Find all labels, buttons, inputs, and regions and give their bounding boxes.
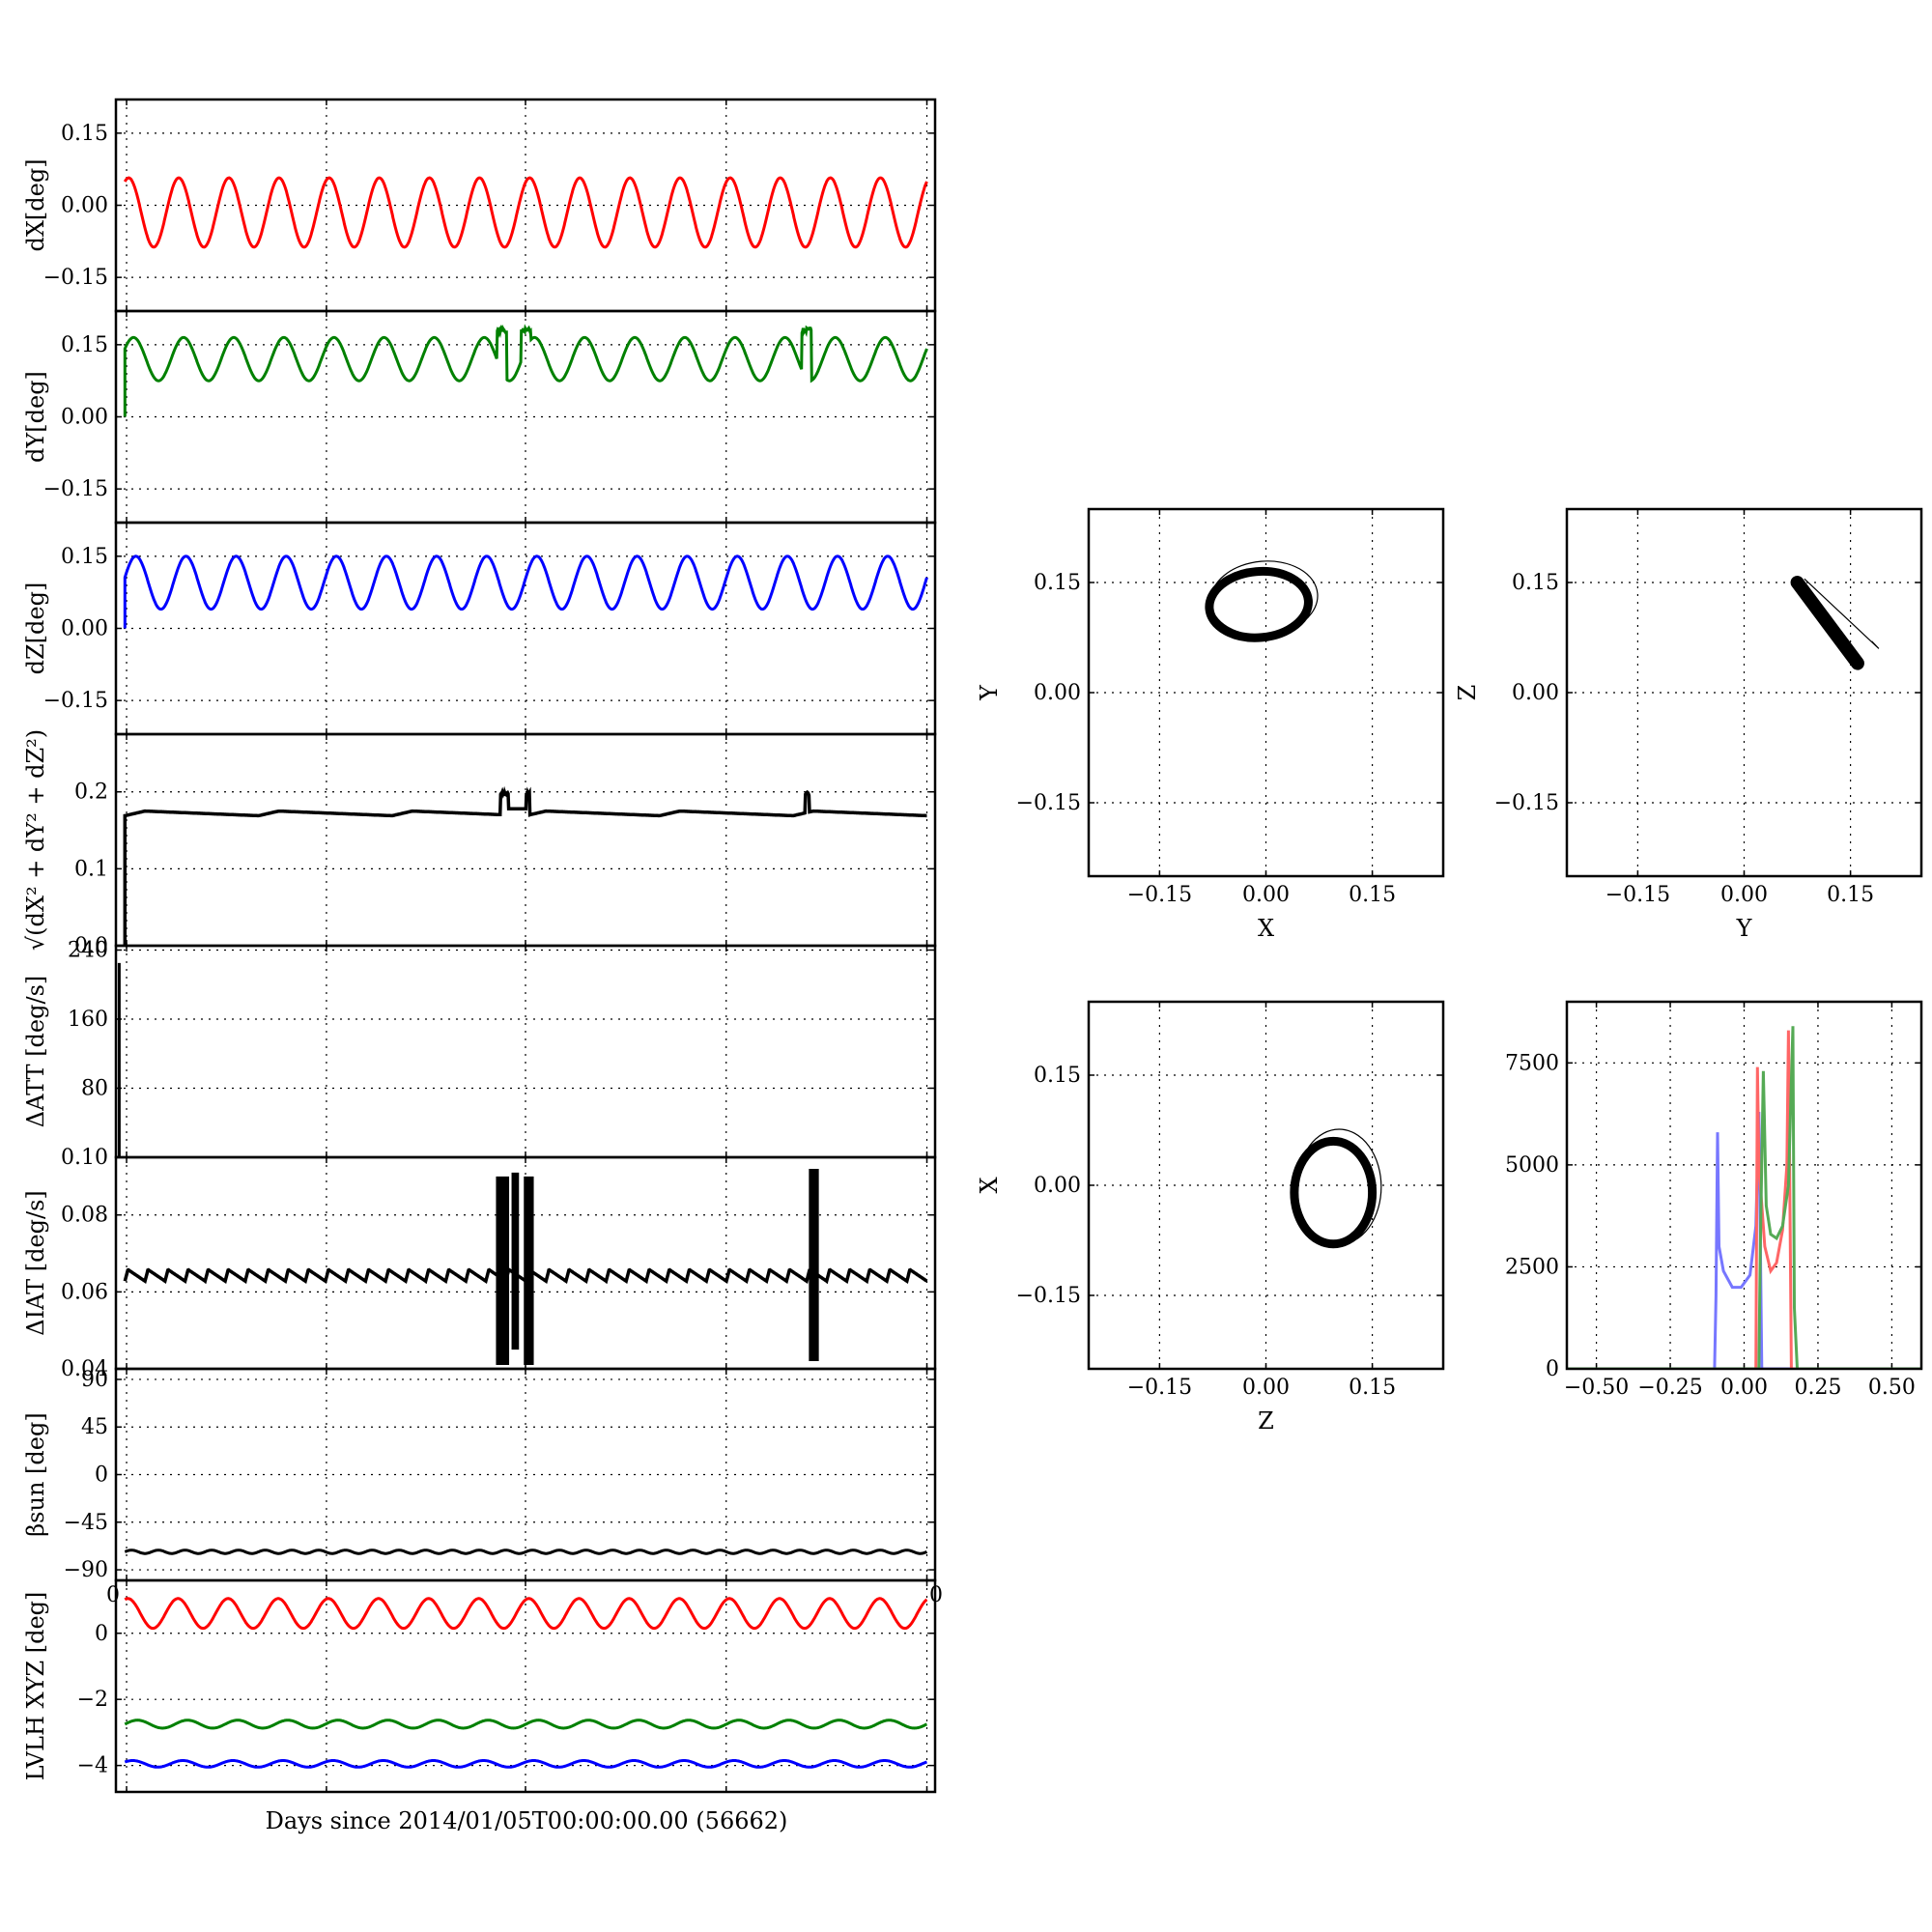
x-tick-label: 0.25 [1794,1376,1841,1400]
x-tick-label: 0.00 [1720,1376,1768,1400]
x-axis-label: Y [1736,915,1753,942]
x-tick-label: 0.15 [1827,883,1874,907]
chart-dZ: −0.15 0.00 0.15 dZ[deg] [22,523,935,734]
trajectory-band [1798,582,1858,664]
y-tick-label: 0.06 [61,1280,108,1304]
series-line [125,1550,926,1554]
y-tick-label: 45 [81,1415,108,1439]
y-tick-label: 0.00 [1512,681,1559,705]
y-tick-label: −90 [64,1558,108,1582]
chart-diat: 0.04 0.06 0.08 ΔIAT [deg/s] [22,1157,935,1381]
y-tick-label: 0.15 [61,545,108,569]
x-axis-label: Z [1258,1407,1274,1435]
chart-hist: 0 2500 5000 7500 −0.50 −0.25 0.00 0.25 0.50 [1505,1002,1921,1400]
x-tick-label: 0 [106,1583,120,1607]
x-tick-label: −0.50 [1564,1376,1629,1400]
y-tick-label: 80 [81,1076,108,1100]
y-tick-label: −0.15 [1494,791,1559,815]
y-axis-label: dX[deg] [22,158,49,251]
x-tick-label: −0.15 [1605,883,1670,907]
x-tick-label: 0.00 [1720,883,1768,907]
x-tick-label: −0.25 [1637,1376,1702,1400]
y-axis-label: √(dX² + dY² + dZ²) [22,729,49,951]
x-tick-label: 0.15 [1349,1376,1396,1400]
y-tick-label: 2500 [1505,1255,1559,1279]
y-tick-label: 160 [68,1008,108,1032]
y-tick-label: 0.15 [61,122,108,146]
y-tick-label: 0.15 [1512,571,1559,595]
x-tick-label: 0.00 [1242,1376,1290,1400]
x-tick-label: −0.15 [1127,1376,1192,1400]
y-tick-label: 0.00 [61,194,108,218]
y-tick-label: 0.00 [61,406,108,430]
series-line [125,327,926,416]
x-tick-label: 0.00 [1242,883,1290,907]
y-axis-label: Y [976,684,1003,701]
y-axis-label: X [976,1177,1003,1193]
y-tick-label: −4 [77,1754,108,1778]
y-axis-label: Z [1454,685,1481,701]
y-tick-label: 0.00 [61,617,108,641]
y-tick-label: 0.15 [61,333,108,357]
y-tick-label: −45 [64,1511,108,1535]
y-axis-label: ΔIAT [deg/s] [22,1190,49,1336]
trajectory-loop [1207,567,1311,641]
y-tick-label: 0.00 [1034,681,1081,705]
chart-dY: −0.15 0.00 0.15 dY[deg] [22,311,935,523]
y-axis-label: ΔATT [deg/s] [22,976,49,1128]
y-tick-label: 0.10 [61,1146,108,1170]
chart-yz: −0.15 0.00 0.15 −0.15 0.00 0.15 Z Y [1454,509,1921,942]
y-tick-label: 0 [1546,1357,1559,1381]
y-tick-label: 0.08 [61,1204,108,1228]
y-axis-label: βsun [deg] [22,1412,49,1536]
series-line [125,1599,926,1629]
y-axis-label: LVLH XYZ [deg] [22,1592,49,1781]
y-tick-label: 0.1 [74,857,108,881]
chart-norm: 0.0 0.1 0.2 √(dX² + dY² + dZ²) [22,729,935,958]
chart-zx: −0.15 0.00 0.15 −0.15 0.00 0.15 X Z [976,1002,1443,1435]
chart-xy: −0.15 0.00 0.15 −0.15 0.00 0.15 Y X [976,509,1443,942]
y-tick-label: 0 [95,1622,108,1646]
x-tick-label: 0.15 [1349,883,1396,907]
series-line [1567,1031,1921,1369]
y-tick-label: 0 [95,1463,108,1488]
shared-xlabel: Days since 2014/01/05T00:00:00.00 (56662… [266,1807,788,1834]
y-tick-label: 7500 [1505,1051,1559,1075]
y-tick-label: 5000 [1505,1153,1559,1178]
y-tick-label: −0.15 [43,266,108,290]
series-line [125,1169,926,1365]
chart-datt: 0.10 80 160 240 ΔATT [deg/s] [22,938,935,1170]
trajectory-loop [1294,1141,1373,1243]
y-tick-label: 0.15 [1034,571,1081,595]
chart-lvlh: −4 −2 0 LVLH XYZ [deg] [22,1580,935,1792]
y-axis-label: dY[deg] [22,371,49,463]
y-tick-label: 0.2 [74,781,108,805]
x-tick-label: −0.15 [1127,883,1192,907]
y-tick-label: 240 [68,938,108,962]
y-tick-label: 0.15 [1034,1064,1081,1088]
y-tick-label: −0.15 [43,689,108,713]
y-tick-label: −0.15 [1016,791,1081,815]
chart-bsun: −90 −45 0 45 90 βsun [deg] [22,1368,935,1582]
series-line [1567,1026,1921,1369]
chart-dX: −0.15 0.00 0.15 dX[deg] [22,99,935,311]
x-tick-label: 0.50 [1868,1376,1916,1400]
y-tick-label: −0.15 [43,477,108,501]
y-tick-label: 90 [81,1368,108,1392]
y-axis-label: dZ[deg] [22,582,49,675]
y-tick-label: −2 [77,1688,108,1712]
series-line [125,178,926,247]
y-tick-label: −0.15 [1016,1284,1081,1308]
y-tick-label: 0.00 [1034,1174,1081,1198]
x-axis-label: X [1258,915,1274,942]
x-tick-label: 0 [929,1583,943,1607]
